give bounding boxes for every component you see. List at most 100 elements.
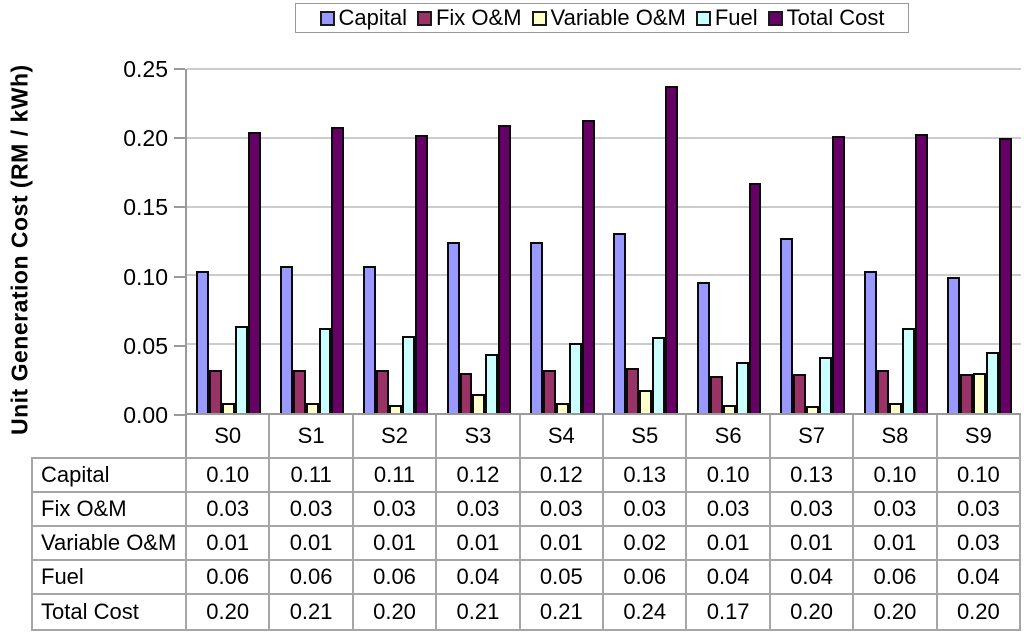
table-cell: 0.10: [687, 459, 771, 491]
bar-total-cost-s7: [831, 136, 845, 413]
legend-label: Capital: [338, 5, 407, 30]
table-cell: 0.03: [854, 493, 938, 525]
y-tick-mark: [174, 137, 185, 140]
table-cell: 0.20: [187, 595, 271, 629]
table-row-total-cost: Total Cost 0.20 0.21 0.20 0.21 0.21 0.24 0.17 0.…: [33, 595, 1019, 629]
y-tick-label: 0.05: [123, 332, 168, 359]
bar-group-s4: [521, 69, 604, 413]
row-label: Variable O&M: [33, 527, 187, 559]
bar-total-cost-s9: [998, 137, 1012, 413]
table-cell: 0.03: [604, 493, 688, 525]
category-label-s4: S4: [521, 415, 605, 457]
table-row-capital: Capital 0.10 0.11 0.11 0.12 0.12 0.13 0.10 0.13 0…: [33, 459, 1019, 493]
bar-fuel-s4: [568, 342, 582, 413]
category-label-s3: S3: [437, 415, 521, 457]
bar-capital-s8: [863, 271, 877, 413]
table-cell: 0.06: [604, 561, 688, 593]
category-label-s8: S8: [854, 415, 938, 457]
bar-variable-o-m-s8: [889, 403, 903, 413]
bar-total-cost-s5: [665, 85, 679, 413]
bar-fix-o-m-s1: [292, 370, 306, 413]
bar-capital-s3: [446, 242, 460, 413]
table-cell: 0.01: [521, 527, 605, 559]
bar-fix-o-m-s2: [376, 370, 390, 413]
bar-fix-o-m-s5: [626, 367, 640, 413]
y-tick-mark: [174, 275, 185, 278]
table-cell: 0.05: [521, 561, 605, 593]
bar-capital-s2: [363, 265, 377, 413]
bar-capital-s9: [947, 276, 960, 413]
y-tick-label: 0.20: [123, 125, 168, 152]
bar-group-s5: [604, 69, 687, 413]
chart-legend: Capital Fix O&M Variable O&M Fuel Total Cost: [295, 3, 909, 33]
y-tick-label: 0.25: [123, 56, 168, 82]
bar-fix-o-m-s6: [709, 375, 723, 413]
bar-fix-o-m-s9: [959, 374, 973, 413]
bar-total-cost-s1: [331, 126, 345, 413]
bar-total-cost-s2: [414, 135, 428, 413]
table-cell: 0.04: [956, 564, 1000, 589]
bar-variable-o-m-s2: [389, 404, 402, 413]
table-cell: 0.01: [437, 527, 521, 559]
bar-fix-o-m-s3: [459, 373, 473, 413]
bar-group-s7: [771, 69, 854, 413]
row-label: Capital: [33, 459, 187, 491]
table-cell: 0.20: [771, 595, 855, 629]
table-row-fuel: Fuel 0.06 0.06 0.06 0.04 0.05 0.06 0.04 0.04 0.06…: [33, 561, 1019, 595]
table-cell: 0.21: [437, 595, 521, 629]
bar-capital-s1: [279, 265, 293, 413]
table-cell: 0.03: [521, 493, 605, 525]
bar-capital-s6: [696, 282, 710, 413]
table-cell: 0.01: [270, 527, 354, 559]
bar-variable-o-m-s0: [222, 403, 236, 413]
table-cell: 0.03: [437, 493, 521, 525]
bar-group-s6: [687, 69, 770, 413]
category-label-s9: S9: [938, 415, 1022, 457]
table-row-fix-o-m: Fix O&M 0.03 0.03 0.03 0.03 0.03 0.03 0.03 0.03 0…: [33, 493, 1019, 527]
legend-label: Fuel: [714, 5, 758, 30]
table-cell: 0.06: [854, 561, 938, 593]
bar-groups: [187, 69, 1021, 413]
bar-total-cost-s0: [248, 132, 261, 413]
legend-item-total-cost: Total Cost: [767, 5, 884, 31]
bar-fix-o-m-s7: [793, 374, 807, 413]
gridline: [187, 205, 1021, 208]
bar-fuel-s7: [819, 356, 832, 413]
table-cell: 0.21: [521, 595, 605, 629]
bar-fuel-s1: [318, 327, 332, 413]
table-cell: 0.01: [187, 527, 271, 559]
bar-fix-o-m-s0: [209, 370, 223, 413]
table-cell: 0.24: [604, 595, 688, 629]
table-cell: 0.01: [354, 527, 438, 559]
bar-variable-o-m-s3: [472, 393, 486, 413]
plot-area: [185, 68, 1021, 415]
legend-swatch-icon: [695, 10, 711, 26]
bar-group-s2: [354, 69, 437, 413]
row-label: Total Cost: [33, 595, 187, 629]
bar-total-cost-s8: [915, 133, 929, 413]
table-cell: 0.03: [354, 493, 438, 525]
bar-group-s3: [437, 69, 520, 413]
y-tick-label: 0.10: [123, 263, 168, 290]
bar-variable-o-m-s6: [722, 404, 736, 413]
table-cell: 0.04: [771, 561, 855, 593]
table-cell: 0.02: [604, 527, 688, 559]
legend-swatch-icon: [531, 10, 547, 26]
bar-capital-s7: [780, 238, 794, 413]
bar-fuel-s2: [401, 335, 415, 413]
table-cell: 0.20: [956, 599, 1000, 624]
legend-item-capital: Capital: [319, 5, 407, 31]
category-label-s6: S6: [687, 415, 771, 457]
table-cell: 0.03: [956, 530, 1000, 555]
legend-item-variable-o-m: Variable O&M: [531, 5, 686, 31]
legend-swatch-icon: [767, 10, 783, 26]
table-cell: 0.01: [771, 527, 855, 559]
bar-fuel-s6: [735, 362, 749, 413]
gridline: [187, 68, 1021, 70]
y-tick-mark: [174, 414, 185, 416]
bar-variable-o-m-s1: [305, 403, 319, 413]
table-cell: 0.12: [437, 459, 521, 491]
table-cell: 0.10: [956, 462, 1000, 487]
table-cell: 0.04: [437, 561, 521, 593]
